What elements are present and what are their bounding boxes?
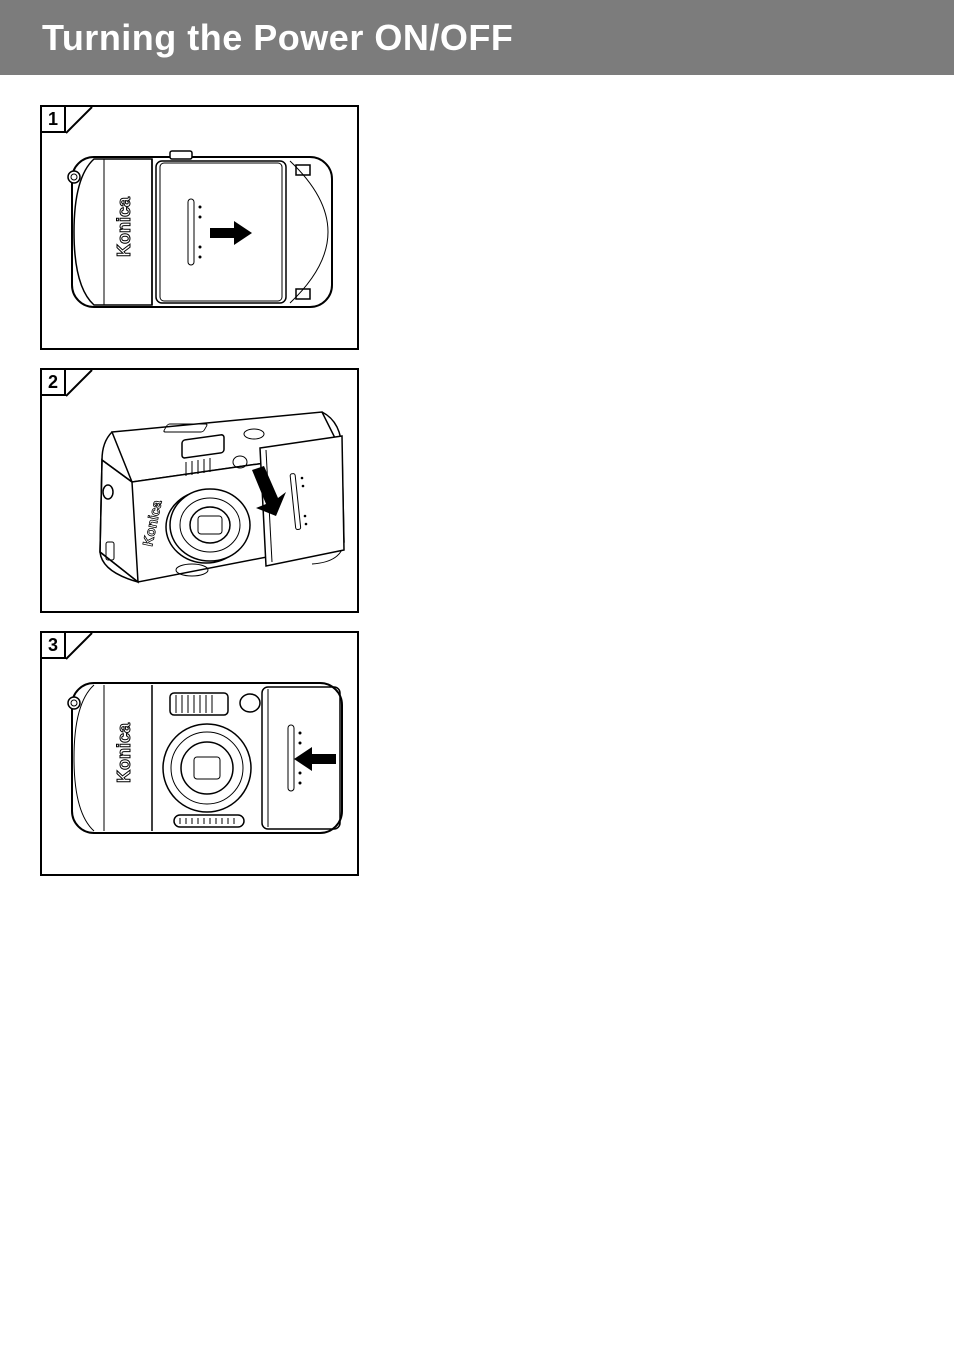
camera-illustration-1: Konica bbox=[52, 137, 352, 337]
brand-logo: Konica bbox=[114, 722, 134, 783]
page-title: Turning the Power ON/OFF bbox=[42, 17, 513, 59]
header-bar: Turning the Power ON/OFF bbox=[0, 0, 954, 75]
panel-number: 1 bbox=[42, 107, 66, 133]
panels-container: 1 Konica bbox=[0, 75, 954, 876]
panel-2: 2 bbox=[40, 368, 359, 613]
camera-illustration-2: Konica bbox=[42, 382, 362, 602]
brand-logo: Konica bbox=[114, 196, 134, 257]
camera-illustration-3: Konica bbox=[52, 663, 352, 863]
panel-1: 1 Konica bbox=[40, 105, 359, 350]
panel-number: 3 bbox=[42, 633, 66, 659]
panel-3: 3 Konica bbox=[40, 631, 359, 876]
